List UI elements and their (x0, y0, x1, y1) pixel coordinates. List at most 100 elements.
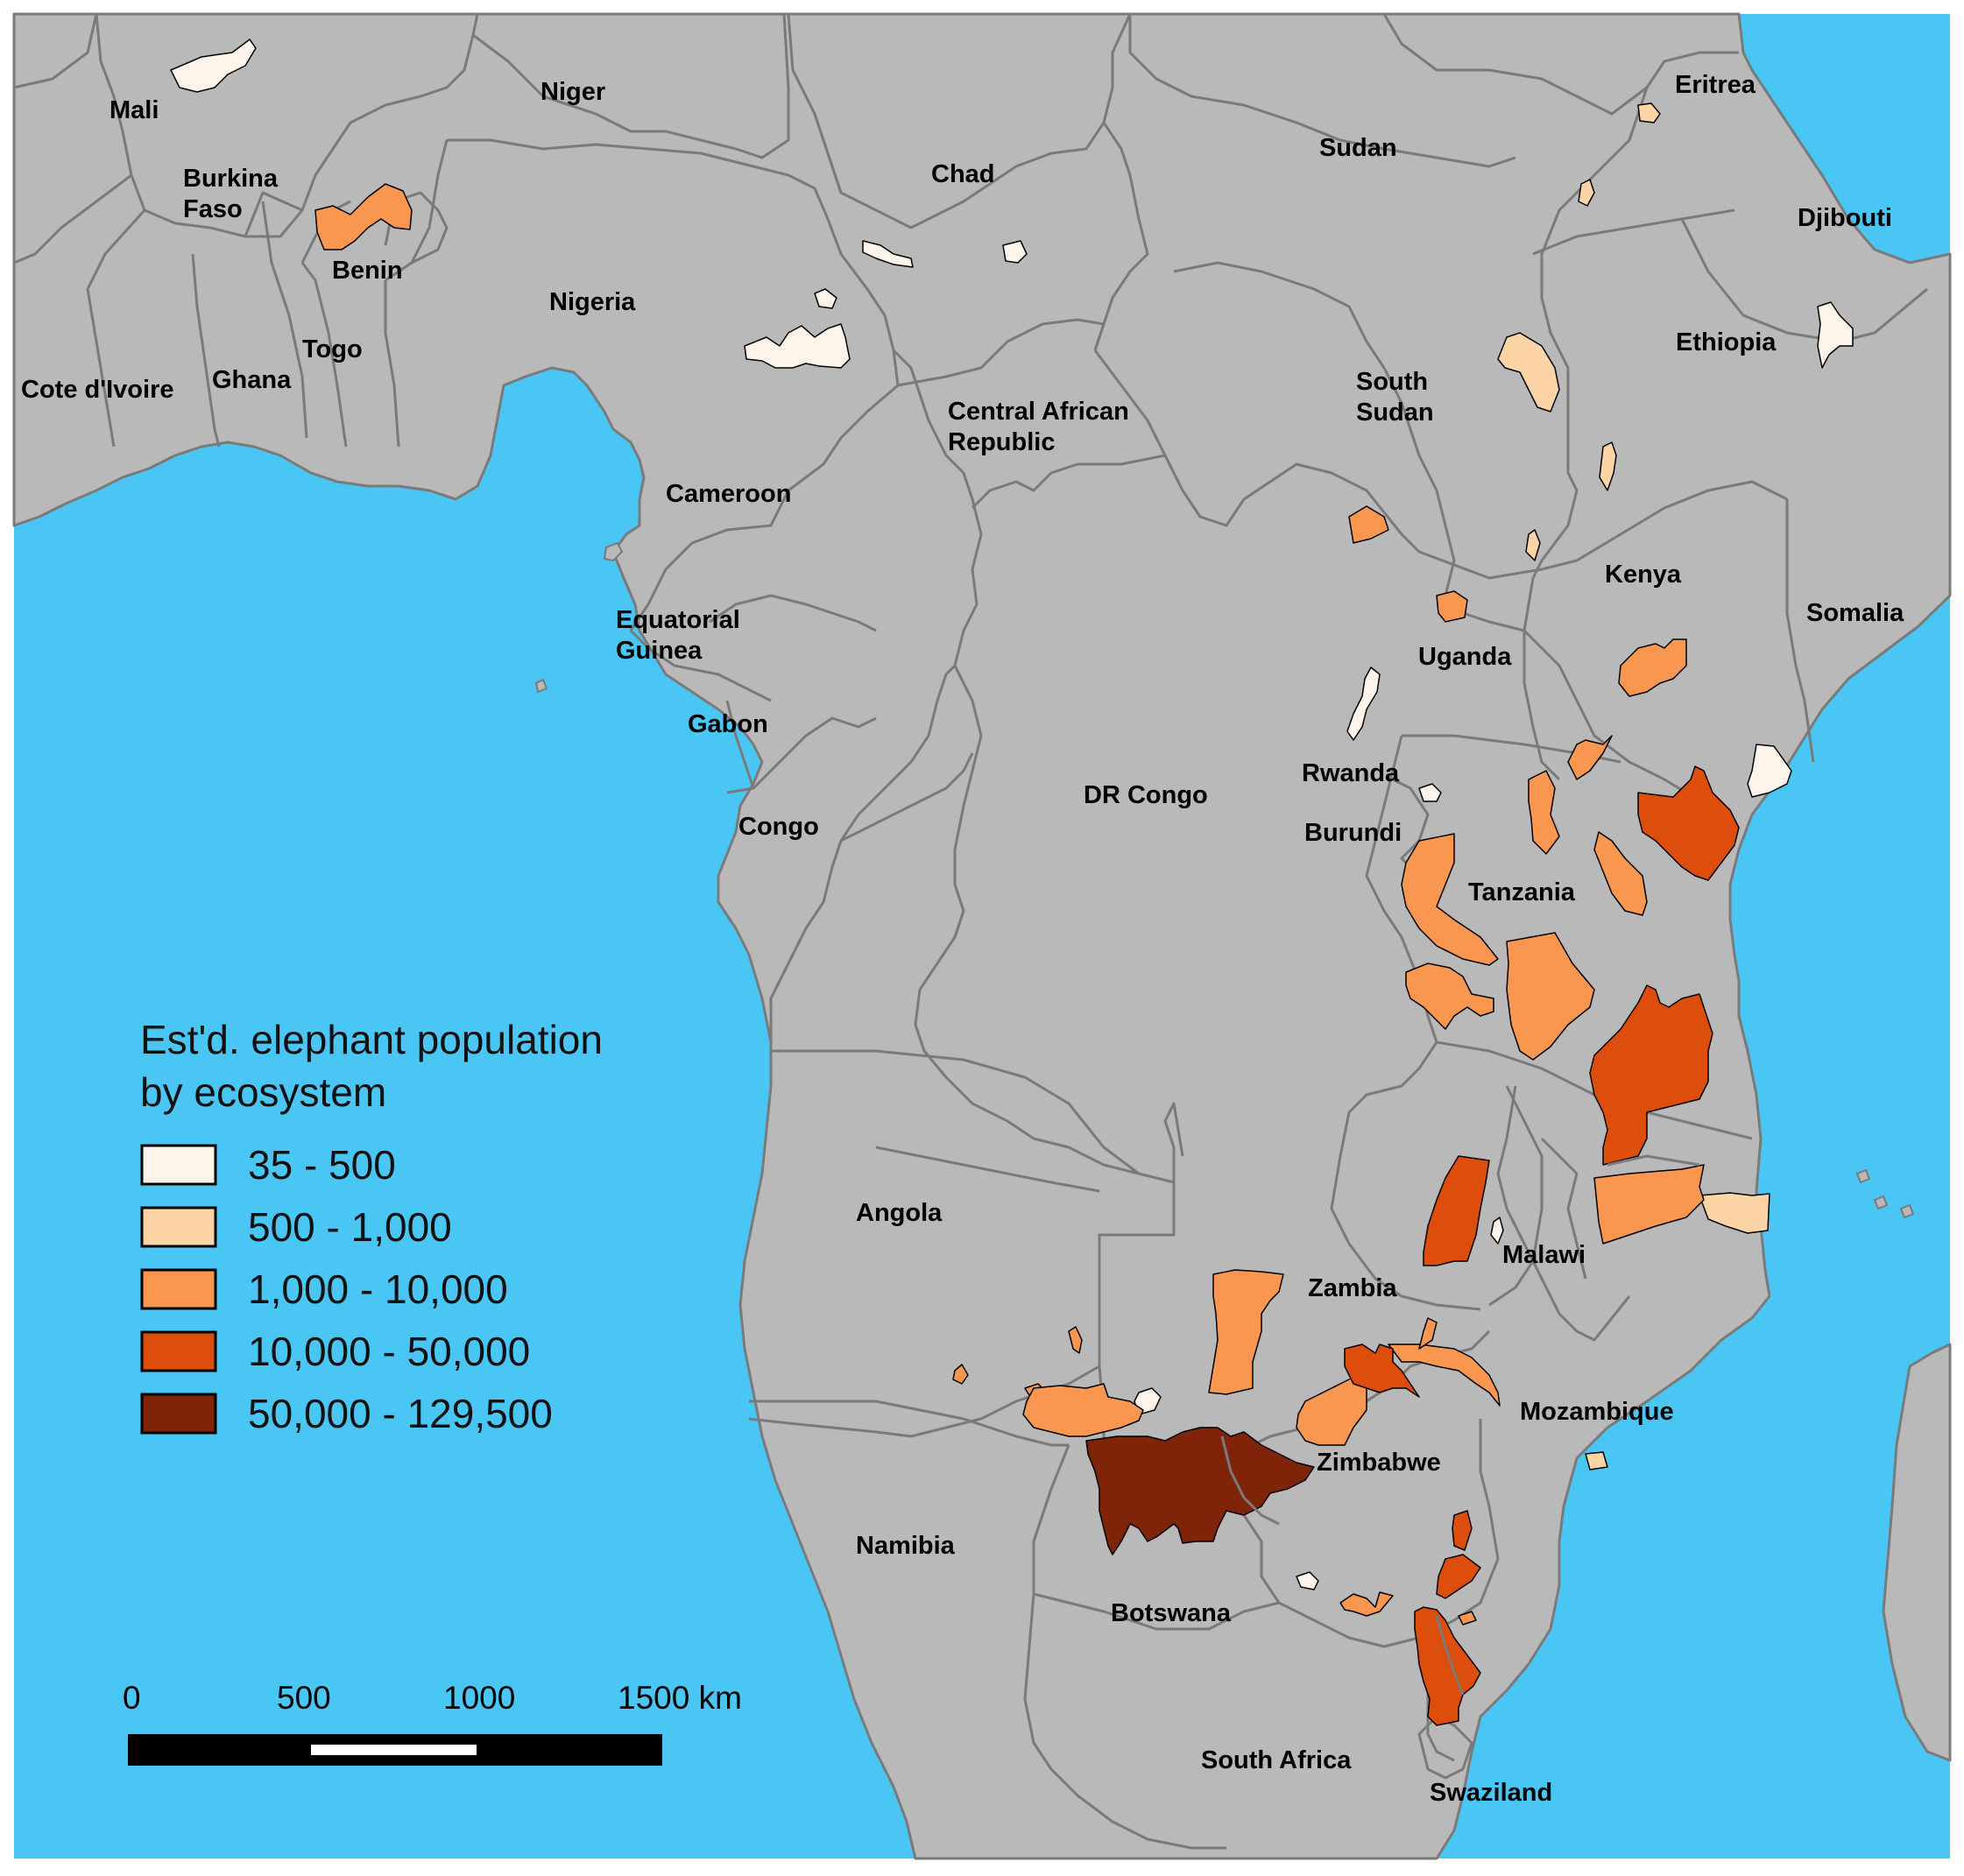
eco-patch (1567, 735, 1613, 780)
eco-patch (170, 39, 257, 93)
eco-patch (1458, 1611, 1477, 1626)
eco-patch (1388, 1344, 1501, 1407)
eco-patch (1637, 102, 1661, 123)
eco-patch (1452, 1510, 1473, 1551)
eco-patch (1578, 179, 1595, 207)
scale-bar: 0 500 1000 1500 km (123, 1680, 742, 1766)
eco-patch (1405, 963, 1494, 1030)
country-label-line2: Faso (183, 195, 243, 223)
legend-title: Est'd. elephant population (140, 1017, 603, 1062)
country-label: Central African (948, 398, 1129, 426)
legend-swatch (140, 1268, 217, 1310)
legend-label: 10,000 - 50,000 (248, 1329, 530, 1374)
country-label: Angola (856, 1199, 943, 1227)
eco-patch (1296, 1571, 1319, 1590)
eco-patch (1436, 590, 1468, 623)
ecosystems-500-1000 (1497, 102, 1770, 1470)
eco-patch (1593, 831, 1648, 916)
country-label: Uganda (1418, 643, 1512, 671)
ecosystems-1000-10000 (314, 183, 1705, 1626)
eco-patch (1346, 666, 1381, 741)
legend: Est'd. elephant population by ecosystem … (140, 1017, 603, 1436)
eco-patch (1593, 1164, 1705, 1245)
eco-patch (314, 183, 413, 250)
legend-label: 1,000 - 10,000 (248, 1266, 508, 1312)
country-label: Congo (738, 813, 819, 841)
country-label: Chad (931, 160, 995, 188)
islands (534, 541, 1915, 1219)
country-label: Kenya (1605, 561, 1682, 589)
eco-patch (1699, 1192, 1770, 1234)
country-label: Tanzania (1468, 878, 1576, 906)
country-label: Botswana (1111, 1599, 1232, 1627)
eco-patch (1618, 638, 1687, 697)
scale-label: 1000 (443, 1680, 515, 1716)
eco-patch (814, 288, 837, 309)
eco-patch (1585, 1451, 1608, 1470)
country-label: Zimbabwe (1317, 1449, 1441, 1477)
eco-patch (1401, 833, 1499, 966)
legend-swatch (140, 1330, 217, 1372)
legend-swatch (140, 1144, 217, 1186)
land-mass (12, 12, 1952, 1860)
eco-patch (1528, 770, 1560, 855)
legend-label: 500 - 1,000 (248, 1204, 452, 1250)
country-label: Zambia (1308, 1274, 1397, 1302)
eco-patch (1436, 1554, 1481, 1599)
scale-bar-inner-segment (311, 1745, 477, 1755)
eco-patch (1418, 783, 1442, 802)
scale-labels: 0 500 1000 1500 km (123, 1680, 742, 1716)
legend-title-line2: by ecosystem (140, 1069, 386, 1115)
eco-patch (952, 1364, 969, 1385)
country-label: Niger (540, 78, 605, 106)
country-label: Cote d'Ivoire (21, 376, 173, 404)
eco-patch (1423, 1155, 1490, 1266)
eco-patch (744, 323, 851, 369)
ecosystems-35-500 (170, 39, 1854, 1590)
eco-patch (1068, 1326, 1083, 1354)
eco-patch (1525, 529, 1541, 561)
eco-patch (1418, 1317, 1438, 1350)
country-label: Malawi (1502, 1241, 1586, 1269)
eco-patch (1589, 984, 1713, 1166)
legend-swatch (140, 1206, 217, 1248)
country-label: Ethiopia (1676, 328, 1777, 356)
madagascar (1882, 1343, 1952, 1762)
eco-patch (1344, 1344, 1420, 1398)
country-label: Eritrea (1675, 71, 1756, 99)
country-label: Burkina (183, 165, 279, 193)
eco-patch (1497, 332, 1560, 413)
eco-patch (1747, 744, 1792, 798)
eco-patch (1817, 301, 1854, 369)
country-label: Equatorial (616, 606, 740, 634)
ecosystems-50000-129500 (1085, 1427, 1315, 1555)
country-borders (13, 13, 1928, 1850)
country-label: South (1356, 368, 1428, 396)
eco-patch (1022, 1383, 1144, 1437)
legend-label: 50,000 - 129,500 (248, 1391, 553, 1436)
country-label: Nigeria (549, 288, 636, 316)
country-label: Rwanda (1302, 759, 1400, 787)
eco-patch (1490, 1217, 1504, 1245)
scale-label: 0 (123, 1680, 141, 1716)
legend-label: 35 - 500 (248, 1142, 396, 1188)
country-label: Djibouti (1798, 204, 1892, 232)
country-label: Mali (110, 96, 159, 124)
ecosystems (170, 39, 1854, 1726)
country-label: Burundi (1304, 819, 1402, 847)
eco-patch (1296, 1374, 1367, 1446)
legend-swatch (140, 1393, 217, 1435)
eco-patch (862, 240, 914, 268)
eco-patch (1506, 932, 1595, 1061)
ecosystems-10000-50000 (1344, 765, 1740, 1726)
eco-patch (1637, 765, 1740, 881)
country-label-line2: Guinea (616, 637, 703, 665)
country-label: DR Congo (1084, 781, 1208, 809)
eco-patch (1339, 1591, 1394, 1617)
eco-patch (1348, 505, 1389, 544)
eco-patch (1414, 1606, 1481, 1726)
country-label: Namibia (856, 1532, 956, 1560)
